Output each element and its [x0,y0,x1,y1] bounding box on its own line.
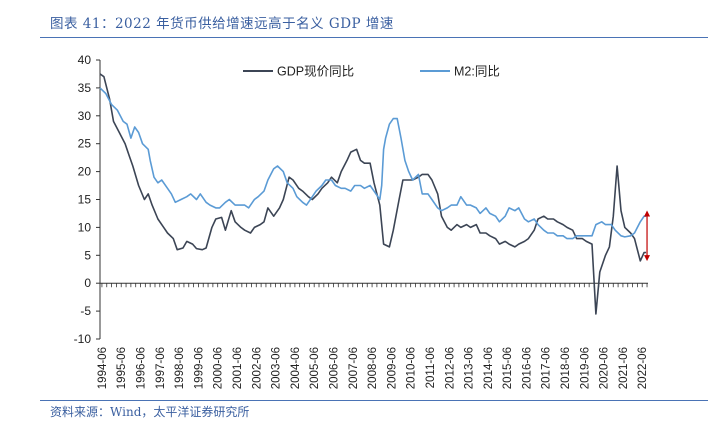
legend-item-gdp-label: GDP现价同比 [277,65,354,79]
x-tick-label: 1997-06 [155,347,167,389]
series-line-m2 [99,87,647,240]
y-tick-label: -5 [80,304,91,318]
x-tick-label: 2013-06 [464,347,476,389]
y-tick-label: 15 [78,193,92,207]
x-tick-label: 2015-06 [502,347,514,389]
x-tick-label: 2020-06 [599,347,611,389]
y-tick-label: 5 [84,248,91,262]
legend-item-m2-label: M2:同比 [454,65,500,79]
line-chart: -10 -5 0 5 10 15 20 25 30 35 40 1994-06 1995-06 1996-… [74,53,651,389]
y-tick-label: 40 [78,53,92,67]
x-tick-label: 2011-06 [425,347,437,388]
x-tick-label: 2009-06 [386,347,398,389]
series-layer [99,73,647,315]
x-tick-label: 1998-06 [174,347,186,389]
y-tick-label: 0 [84,276,91,290]
y-tick-label: 25 [78,137,92,151]
x-tick-label: 2019-06 [579,347,591,389]
x-tick-label: 2003-06 [271,347,283,389]
axes: -10 -5 0 5 10 15 20 25 30 35 40 1994-06 1995-06 1996-… [74,53,650,389]
x-tick-label: 2021-06 [618,347,630,389]
x-tick-label: 2017-06 [541,347,553,389]
x-tick-label: 2010-06 [406,347,418,389]
x-tick-label: 2014-06 [483,347,495,389]
x-tick-label: 2022-06 [637,347,649,389]
x-tick-label: 1996-06 [136,347,148,389]
title-rule [40,37,708,38]
x-tick-label: 2000-06 [213,347,225,389]
x-tick-label: 2016-06 [521,347,533,389]
x-tick-label: 2008-06 [367,347,379,389]
x-tick-label: 1999-06 [193,347,205,389]
y-tick-label: 20 [78,165,92,179]
x-tick-label: 2006-06 [328,347,340,389]
x-tick-label: 1995-06 [116,347,128,389]
legend: GDP现价同比 M2:同比 [243,65,500,79]
y-tick-label: -10 [74,332,92,346]
x-tick-label: 2018-06 [560,347,572,389]
y-tick-label: 10 [78,220,92,234]
x-tick-label: 1994-06 [97,347,109,389]
series-line-gdp [99,73,647,315]
x-tick-label: 2005-06 [309,347,321,389]
y-tick-label: 35 [78,81,92,95]
footer-rule [40,400,708,401]
x-tick-label: 2002-06 [251,347,263,389]
x-tick-label: 2001-06 [232,347,244,389]
source-note: 资料来源：Wind，太平洋证券研究所 [50,405,250,419]
x-tick-label: 2007-06 [348,347,360,389]
x-tick-label: 2012-06 [444,347,456,389]
figure-title: 图表 41：2022 年货币供给增速远高于名义 GDP 增速 [50,16,394,32]
y-tick-label: 30 [78,109,92,123]
x-tick-label: 2004-06 [290,347,302,389]
